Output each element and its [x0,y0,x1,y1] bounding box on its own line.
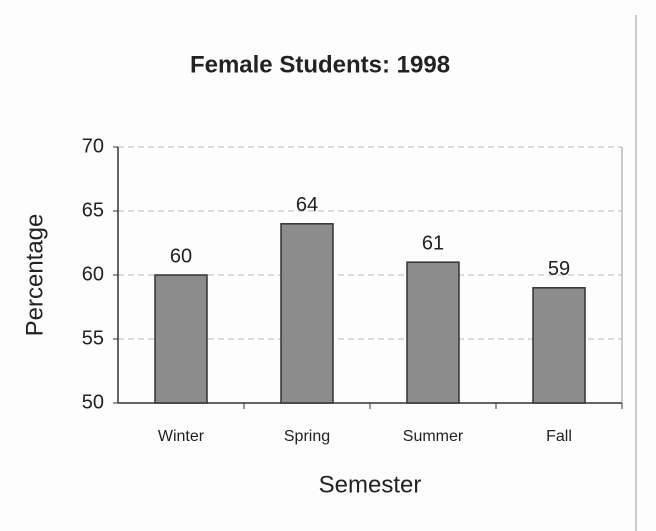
data-label: 60 [170,245,192,267]
y-tick-label: 55 [82,327,104,349]
x-axis-label: Semester [319,471,422,498]
x-tick-label: Summer [403,428,464,445]
chart-title: Female Students: 1998 [190,51,450,78]
bar [532,287,586,404]
y-tick-label: 60 [82,263,104,285]
data-label: 59 [548,258,570,280]
y-axis-label: Percentage [21,214,48,337]
x-tick-label: Spring [284,428,330,445]
y-tick-label: 70 [82,135,104,157]
x-tick-label: Fall [546,428,572,445]
bar [154,274,208,404]
x-tick-label: Winter [158,428,205,445]
y-tick-label: 50 [82,391,104,413]
data-label: 64 [296,194,318,216]
bar [280,223,334,404]
y-tick-label: 65 [82,199,104,221]
bar [406,261,460,404]
data-label: 61 [422,232,444,254]
